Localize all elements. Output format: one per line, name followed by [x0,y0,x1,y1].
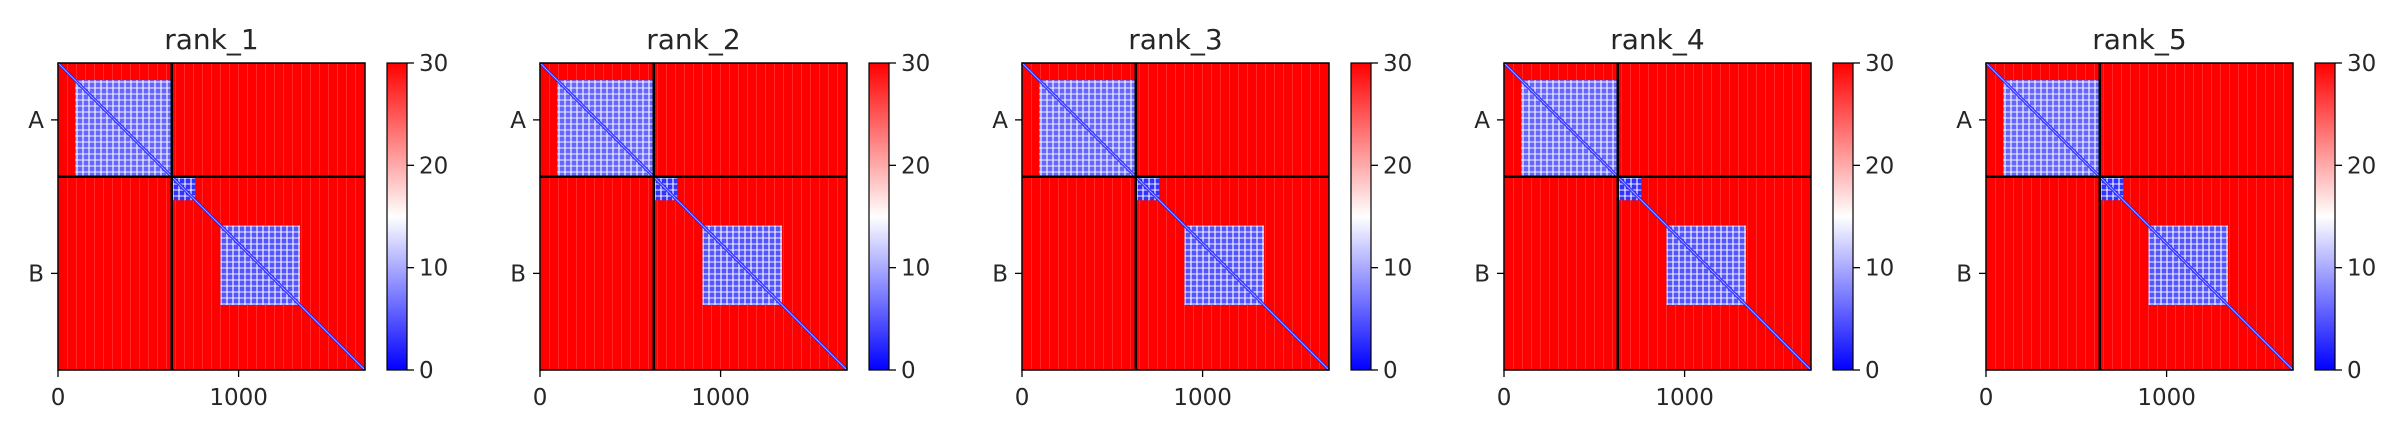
colorbar-tick-label: 0 [1865,358,1880,384]
plot-frame [539,62,848,371]
panel-5: rank_5 0 1000 A B 0 10 20 30 [1956,23,2376,411]
y-tick-label: B [1956,261,1972,287]
x-tick-label: 1000 [2137,385,2196,411]
colorbar-gradient [387,63,407,370]
colorbar-tick-label: 20 [2347,153,2376,179]
colorbar-tick-label: 10 [1383,256,1412,282]
y-tick-label: B [1474,261,1490,287]
plot-frame [1985,62,2294,371]
plot-frame [57,62,366,371]
diagonal-highlight [1503,62,1812,371]
colorbar-tick-label: 30 [1383,51,1412,77]
plot-frame [1021,62,1330,371]
y-tick-label: A [992,108,1008,134]
colorbar-tick-label: 30 [2347,51,2376,77]
x-tick-label: 1000 [1655,385,1714,411]
x-tick-label: 0 [1979,385,1994,411]
colorbar-tick-label: 10 [419,256,448,282]
colorbar-tick-label: 20 [901,153,930,179]
panel-title: rank_4 [1610,23,1704,56]
colorbar-tick-label: 0 [1383,358,1398,384]
x-tick-label: 1000 [1173,385,1232,411]
diagonal-highlight [1985,62,2294,371]
colorbar-gradient [1833,63,1853,370]
colorbar-frame [1350,62,1372,371]
colorbar-frame [1832,62,1854,371]
colorbar: 0 10 20 30 [868,51,930,384]
colorbar-tick-label: 20 [1865,153,1894,179]
colorbar-frame [868,62,890,371]
panel-3: rank_3 0 1000 A B 0 10 20 30 [992,23,1412,411]
diagonal-highlight [1021,62,1330,371]
x-tick-label: 0 [51,385,66,411]
colorbar: 0 10 20 30 [1350,51,1412,384]
colorbar-gradient [2315,63,2335,370]
panel-1: rank_1 0 1000 A B 0 10 20 30 [28,23,448,411]
x-tick-label: 0 [1497,385,1512,411]
colorbar: 0 10 20 30 [386,51,448,384]
y-tick-label: A [1474,108,1490,134]
colorbar-tick-label: 10 [1865,256,1894,282]
colorbar-frame [2314,62,2336,371]
colorbar-gradient [869,63,889,370]
colorbar-tick-label: 30 [901,51,930,77]
panel-2: rank_2 0 1000 A B 0 10 20 30 [510,23,930,411]
x-tick-label: 0 [1015,385,1030,411]
colorbar-tick-label: 10 [2347,256,2376,282]
x-tick-label: 1000 [691,385,750,411]
diagonal-highlight [57,62,366,371]
panel-title: rank_5 [2092,23,2186,56]
diagonal-highlight [539,62,848,371]
y-tick-label: B [992,261,1008,287]
panel-title: rank_2 [646,23,740,56]
colorbar: 0 10 20 30 [2314,51,2376,384]
y-tick-label: B [28,261,44,287]
y-tick-label: A [1956,108,1972,134]
colorbar-tick-label: 30 [1865,51,1894,77]
panel-title: rank_1 [164,23,258,56]
plot-frame [1503,62,1812,371]
y-tick-label: B [510,261,526,287]
colorbar-tick-label: 30 [419,51,448,77]
colorbar-tick-label: 0 [2347,358,2362,384]
y-tick-label: A [510,108,526,134]
panel-4: rank_4 0 1000 A B 0 10 20 30 [1474,23,1894,411]
panel-title: rank_3 [1128,23,1222,56]
colorbar-tick-label: 10 [901,256,930,282]
colorbar-tick-label: 0 [901,358,916,384]
colorbar: 0 10 20 30 [1832,51,1894,384]
colorbar-tick-label: 20 [1383,153,1412,179]
colorbar-gradient [1351,63,1371,370]
x-tick-label: 0 [533,385,548,411]
x-tick-label: 1000 [209,385,268,411]
colorbar-tick-label: 0 [419,358,434,384]
colorbar-tick-label: 20 [419,153,448,179]
y-tick-label: A [28,108,44,134]
colorbar-frame [386,62,408,371]
